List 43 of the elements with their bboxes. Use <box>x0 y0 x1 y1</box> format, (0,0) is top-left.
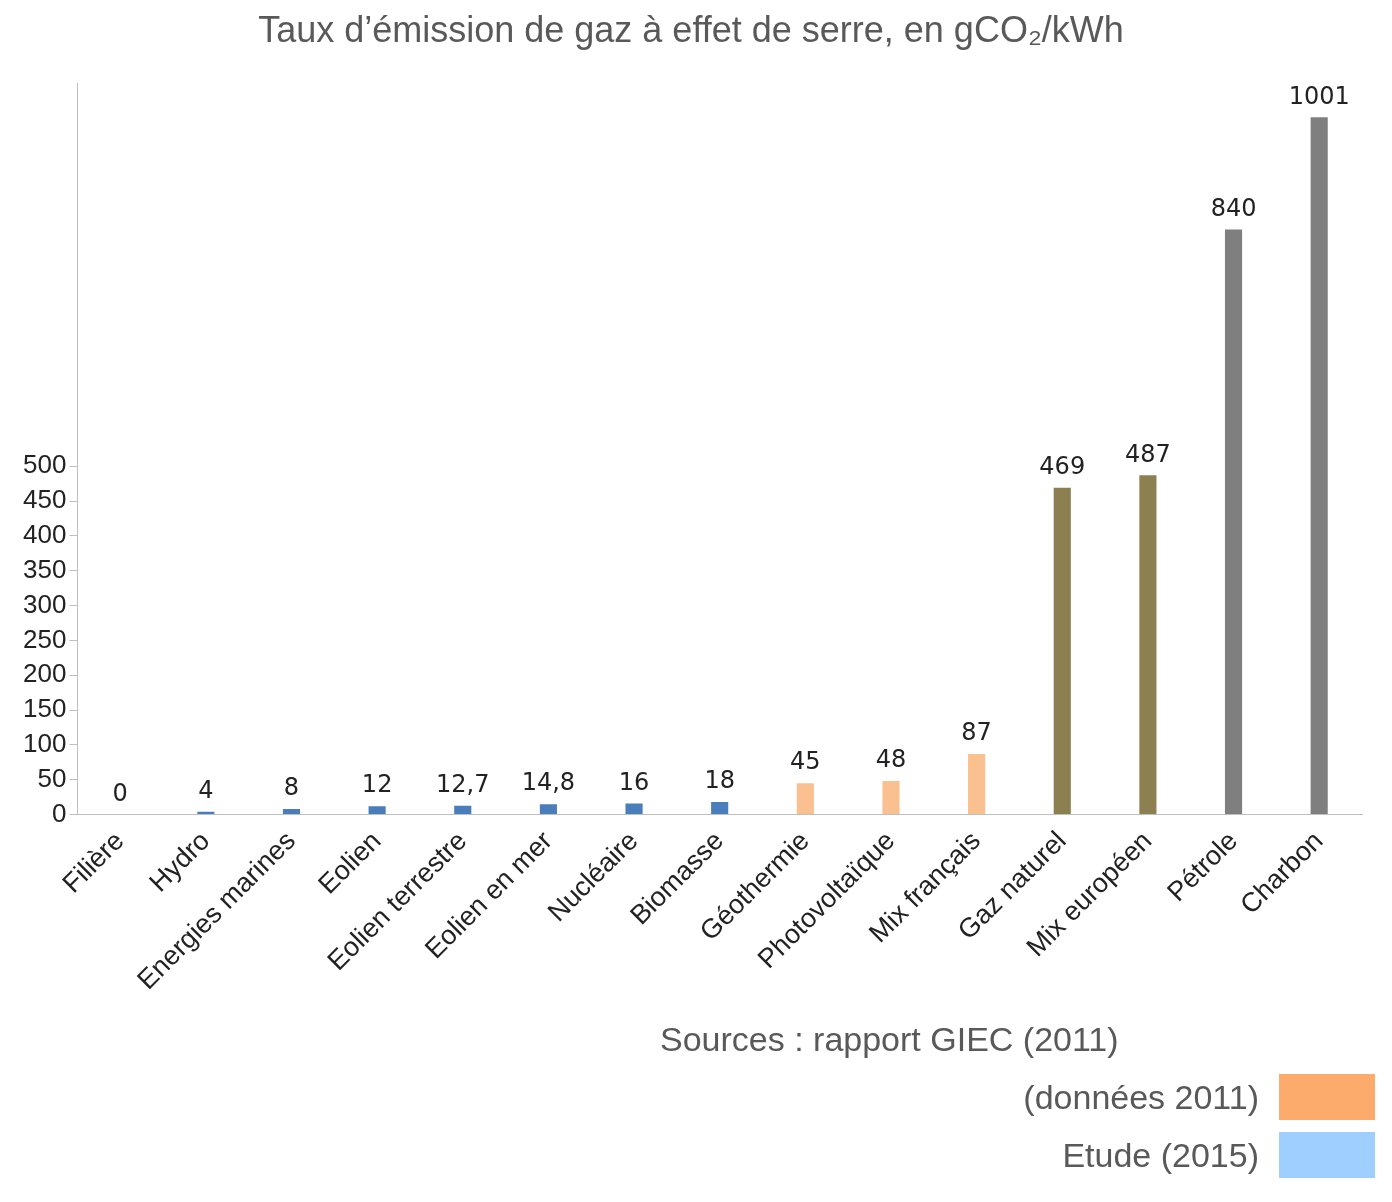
data-label: 487 <box>1124 439 1171 468</box>
y-tick-label: 200 <box>22 658 67 689</box>
text: (données 2011) <box>1023 1077 1259 1117</box>
data-label: 1001 <box>1288 81 1350 110</box>
data-label: 12 <box>361 770 393 799</box>
bar <box>1310 117 1328 815</box>
data-label: 16 <box>618 767 650 796</box>
bar <box>539 804 557 815</box>
y-tick-label: 400 <box>22 519 67 550</box>
y-tick-label: 50 <box>37 762 67 793</box>
text: Etude (2015) <box>1062 1135 1259 1175</box>
y-tick-label: 150 <box>22 693 67 724</box>
data-label: 14,8 <box>521 768 576 797</box>
data-label: 45 <box>790 747 821 776</box>
data-label: 0 <box>112 778 128 807</box>
bar <box>282 808 301 815</box>
source-note: Sources : rapport GIEC (2011) <box>660 1019 1119 1059</box>
data-label: 18 <box>704 766 735 795</box>
y-tick-label: 450 <box>22 484 67 515</box>
y-tick-label: 250 <box>22 623 67 654</box>
data-label: 469 <box>1039 452 1086 481</box>
bar <box>1139 475 1157 815</box>
y-tick-label: 0 <box>51 797 67 828</box>
bar <box>968 753 986 815</box>
y-tick-label: 350 <box>22 553 67 584</box>
y-tick-label: 300 <box>22 588 67 619</box>
chart-title: Taux d’émission de gaz à effet de serre, en gCO₂/kWh <box>258 8 1124 50</box>
y-tick-label: 100 <box>22 728 67 759</box>
bar <box>368 806 386 815</box>
data-label: 840 <box>1210 193 1257 222</box>
data-label: 8 <box>283 773 300 802</box>
data-label: 4 <box>198 775 214 804</box>
bar <box>1224 229 1243 815</box>
data-label: 87 <box>961 718 992 747</box>
bar <box>625 803 643 815</box>
bar <box>454 805 472 815</box>
y-tick-label: 500 <box>22 449 67 480</box>
data-label: 48 <box>875 745 907 774</box>
bar <box>711 801 729 815</box>
bar <box>1053 487 1071 815</box>
bar <box>796 783 814 815</box>
data-label: 12,7 <box>436 769 490 798</box>
bar <box>882 781 900 815</box>
